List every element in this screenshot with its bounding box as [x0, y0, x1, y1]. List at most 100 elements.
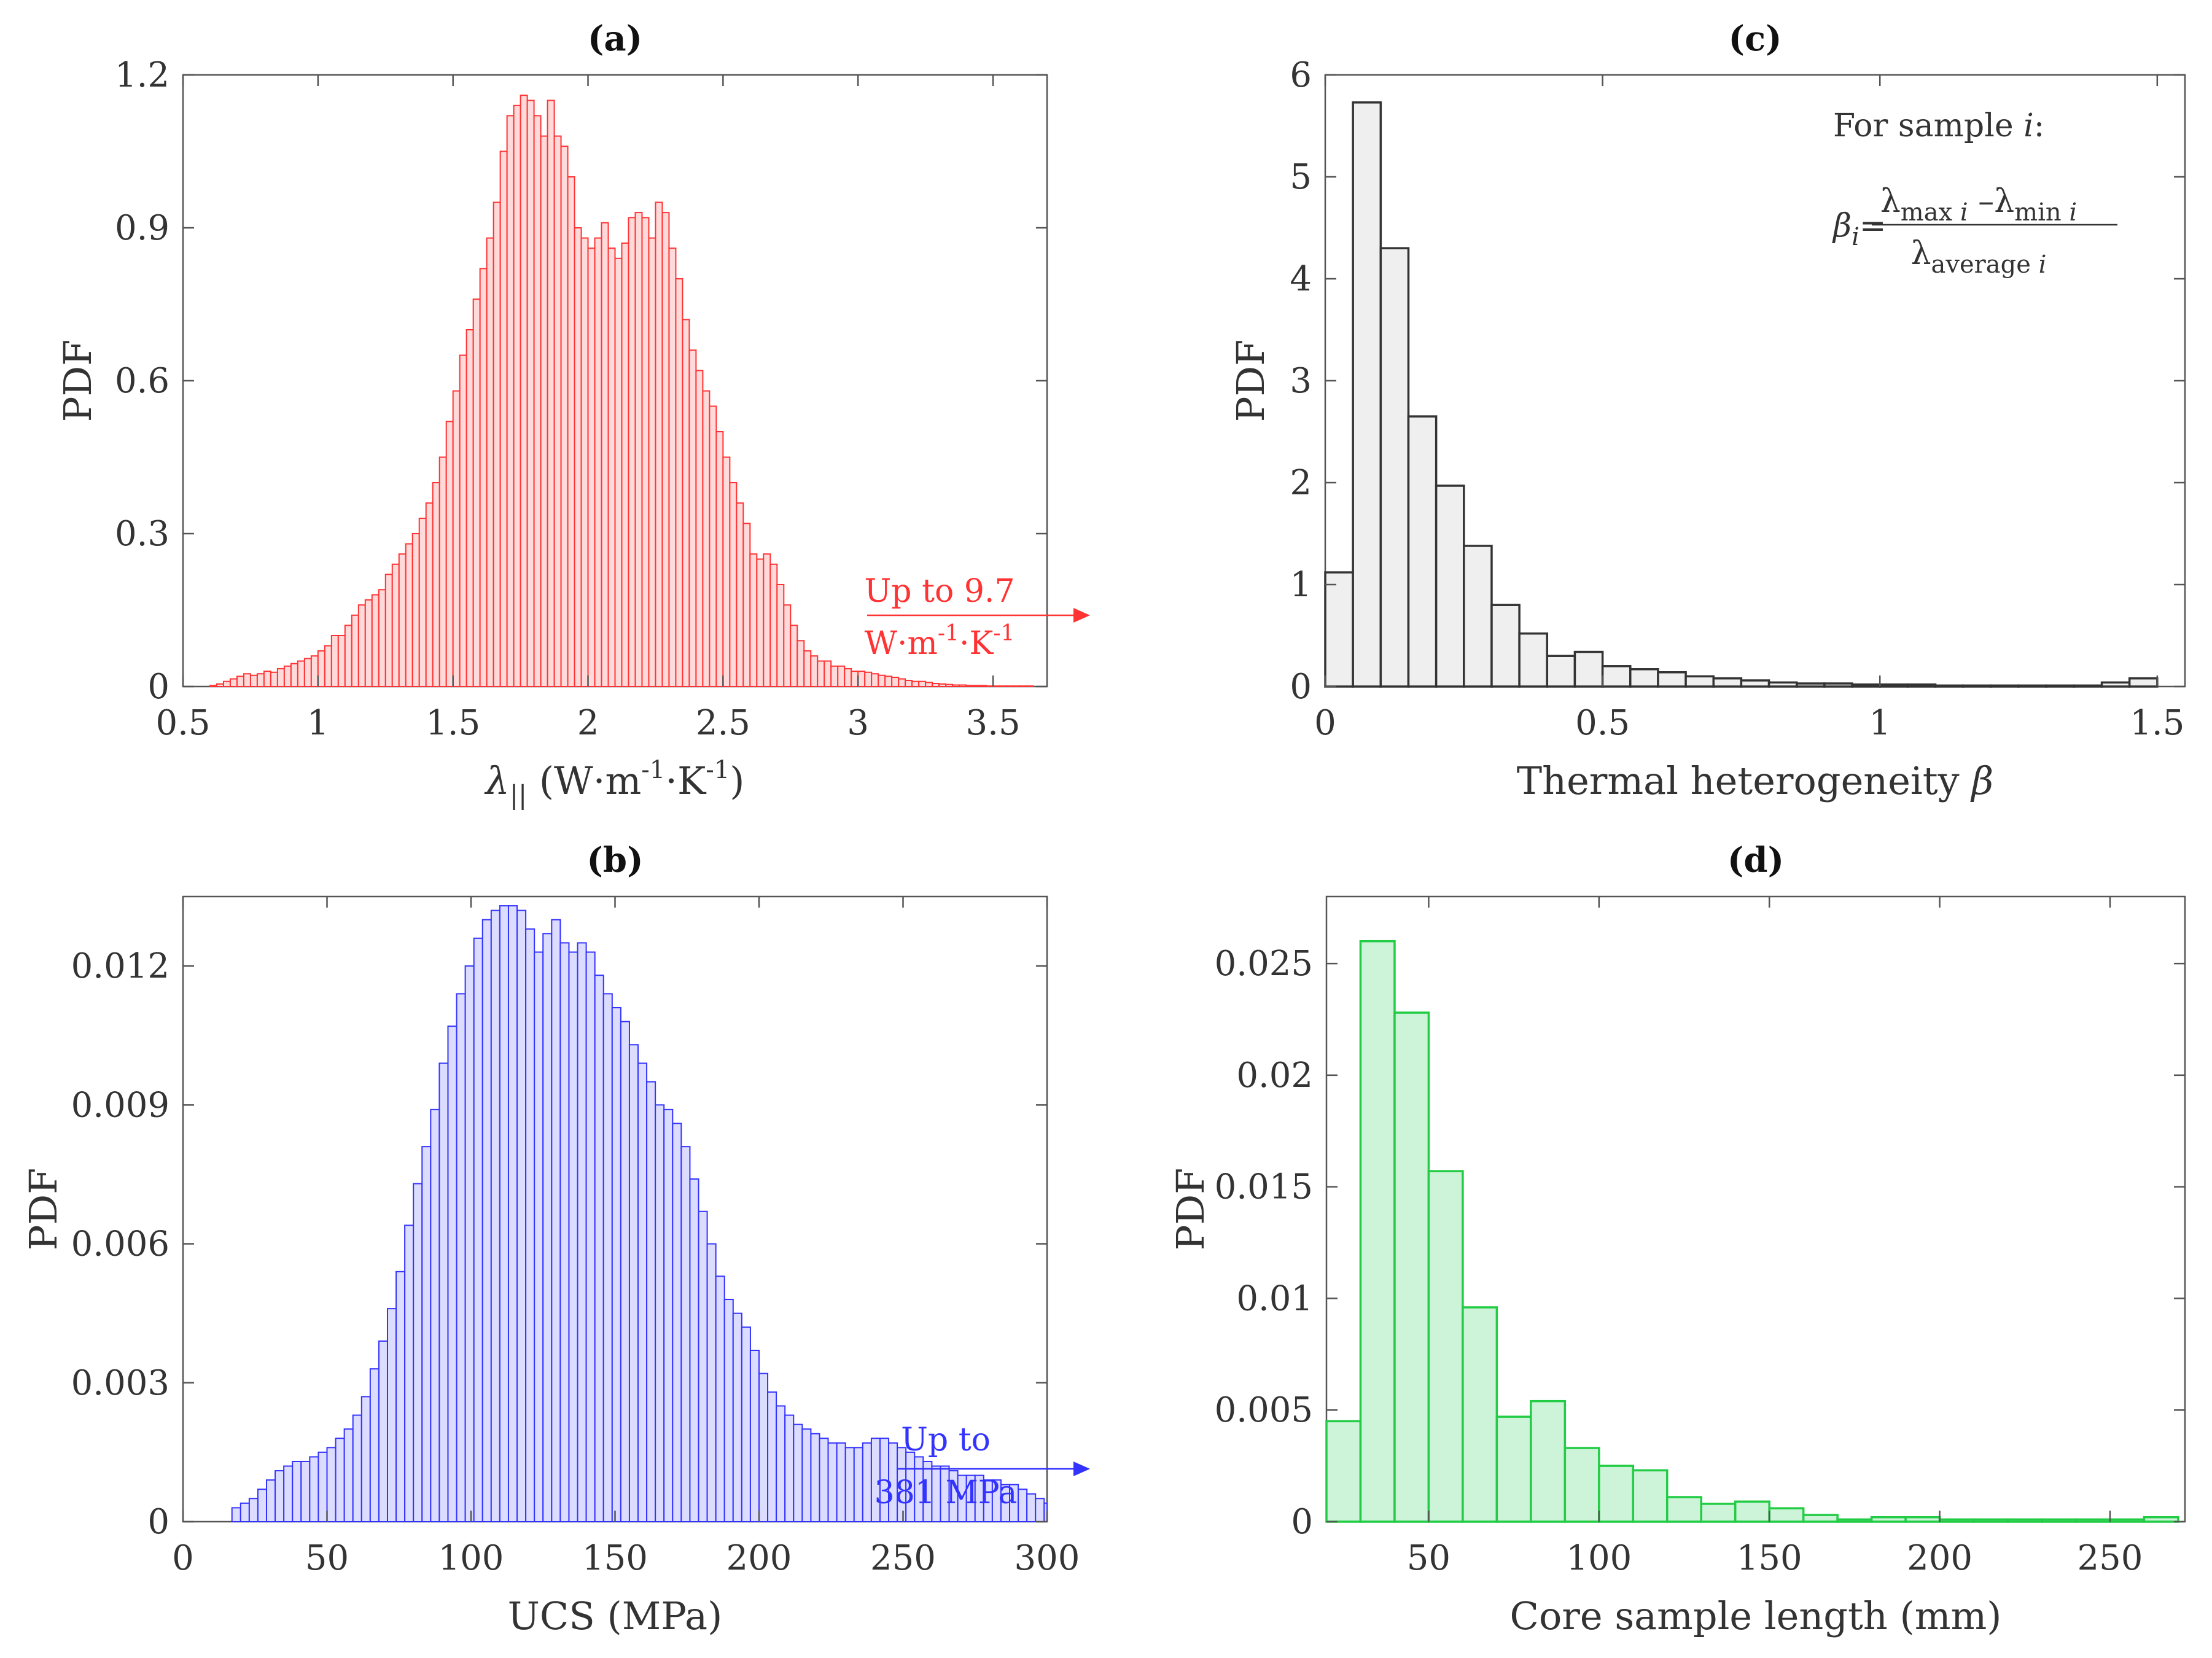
- x-tick-label-b: 250: [870, 1538, 936, 1578]
- bar-a: [351, 614, 359, 687]
- x-tick-label-a: 1.5: [426, 703, 480, 743]
- panel-c: 0 0.5 1 1.5 0 1 2 3 4 5 6 (c) PDF Thermal heterogenei…: [1228, 18, 2186, 803]
- bar-a: [391, 563, 400, 687]
- bar-c: [1463, 545, 1493, 688]
- bar-a: [499, 150, 508, 687]
- bar-c: [2100, 681, 2131, 688]
- y-axis-label-a: PDF: [55, 340, 100, 422]
- bar-a: [479, 268, 488, 687]
- formula-den-sub: average: [1931, 251, 2039, 279]
- bar-a: [675, 278, 683, 687]
- x-tick-label-c: 0.5: [1575, 703, 1630, 743]
- bar-a: [270, 671, 278, 688]
- bar-c: [2017, 684, 2047, 688]
- bar-b: [447, 1026, 458, 1522]
- bar-c: [1518, 632, 1549, 688]
- bar-b: [490, 909, 500, 1522]
- x-label-unit: (W·m: [527, 758, 641, 803]
- bar-b: [300, 1460, 311, 1523]
- formula-denominator: λaverage i: [1911, 235, 2047, 279]
- y-tick-label-c: 5: [1290, 157, 1312, 197]
- bar-b: [801, 1428, 812, 1523]
- bar-b: [395, 1271, 406, 1523]
- bar-a: [1019, 685, 1028, 688]
- panel-title-b: (b): [586, 840, 643, 881]
- bar-a: [695, 370, 704, 687]
- bar-d: [1325, 1420, 1362, 1523]
- bar-a: [249, 674, 258, 687]
- bar-a: [898, 678, 906, 688]
- bar-c: [1851, 683, 1881, 688]
- formula-num-lambda-max: λ: [1880, 183, 1901, 220]
- x-label-symbol: β: [1970, 758, 1993, 803]
- x-tick-label-b: 100: [438, 1538, 504, 1578]
- bar-a: [587, 247, 596, 687]
- bar-d: [1870, 1516, 1907, 1523]
- bar-a: [986, 685, 994, 688]
- bar-a: [851, 671, 859, 687]
- y-tick-label-c: 1: [1290, 565, 1312, 605]
- bar-a: [337, 635, 346, 687]
- x-tick-label-b: 150: [582, 1538, 648, 1578]
- bar-b: [715, 1275, 725, 1523]
- bar-b: [464, 965, 475, 1522]
- bar-b: [585, 951, 596, 1522]
- bar-a: [999, 685, 1008, 688]
- bar-d: [1462, 1306, 1498, 1523]
- bar-a: [702, 390, 711, 687]
- bar-c: [1324, 571, 1354, 688]
- bar-b: [680, 1146, 691, 1522]
- bar-b: [292, 1460, 302, 1523]
- bar-b: [741, 1326, 751, 1522]
- bar-a: [878, 674, 886, 687]
- bar-c: [1961, 684, 1992, 688]
- bar-a: [418, 518, 427, 687]
- bar-a: [796, 640, 805, 688]
- bar-b: [559, 942, 570, 1522]
- bar-a: [432, 482, 440, 687]
- bar-c: [1823, 682, 1853, 688]
- x-label-mid: ·K: [665, 758, 707, 803]
- bar-d: [1768, 1507, 1805, 1523]
- bar-a: [837, 665, 846, 688]
- bar-d: [2109, 1518, 2146, 1523]
- bar-b: [810, 1433, 820, 1522]
- x-tick-label-a: 3.5: [966, 703, 1021, 743]
- y-tick-label-d: 0.02: [1236, 1056, 1313, 1096]
- bar-a: [729, 482, 738, 687]
- bar-a: [209, 685, 217, 687]
- x-tick-label-d: 200: [1907, 1538, 1972, 1578]
- formula-numerator: λmax i –λmin i: [1880, 183, 2077, 227]
- y-tick-label-c: 4: [1290, 259, 1312, 299]
- bar-a: [810, 655, 819, 687]
- bar-c: [2045, 684, 2076, 688]
- y-tick-label-b: 0.006: [71, 1224, 169, 1264]
- bar-d: [1836, 1518, 1873, 1523]
- bar-b: [421, 1146, 432, 1522]
- bar-a: [540, 135, 548, 688]
- x-tick-label-a: 2: [577, 703, 599, 743]
- bar-a: [864, 671, 873, 688]
- y-tick-label-a: 0.3: [115, 514, 169, 554]
- bar-a: [783, 604, 792, 688]
- bar-a: [371, 594, 380, 687]
- bars-d: [1325, 940, 2179, 1523]
- bar-d: [1734, 1500, 1770, 1523]
- bar-b: [231, 1507, 241, 1522]
- bar-d: [1359, 940, 1396, 1523]
- bar-b: [481, 919, 492, 1523]
- bar-c: [1712, 677, 1743, 688]
- bars-a: [209, 95, 1035, 688]
- bar-b: [611, 1006, 621, 1522]
- bar-a: [621, 242, 629, 687]
- bar-b: [568, 951, 578, 1522]
- bar-a: [1026, 685, 1035, 688]
- bar-d: [2074, 1518, 2111, 1523]
- bar-a: [668, 247, 677, 687]
- bar-c: [1352, 101, 1382, 688]
- bar-b: [827, 1442, 838, 1522]
- bar-b: [551, 919, 561, 1523]
- x-tick-label-b: 300: [1014, 1538, 1080, 1578]
- bar-a: [688, 349, 697, 687]
- annotation-line2-a-exp1: -1: [938, 621, 959, 646]
